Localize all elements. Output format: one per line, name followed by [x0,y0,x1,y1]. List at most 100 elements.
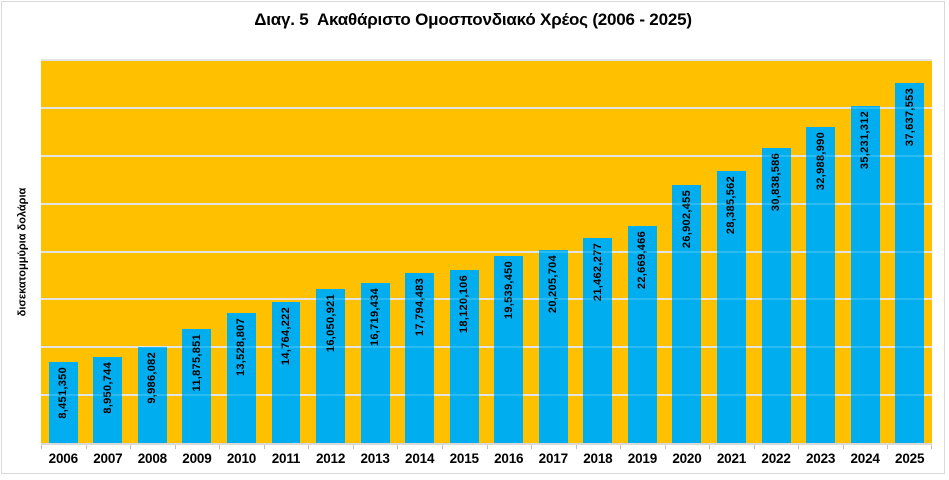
gridline [41,394,932,397]
bar-slot-2024: 35,231,312 [843,60,888,443]
bar-slot-2015: 18,120,106 [442,60,487,443]
bar-value-label: 14,764,222 [280,306,292,365]
x-axis-labels: 2006 2007 2008 2009 2010 2011 2012 2013 2014 2015… [41,451,932,466]
bar-2012: 16,050,921 [316,289,346,443]
x-axis-tick [620,445,622,449]
x-axis-tick [664,445,666,449]
x-axis-tick [575,445,577,449]
gridline [41,59,932,61]
bar-value-label: 8,950,744 [101,362,114,414]
y-axis-title-text: δισεκατομμύρια δολάρια [16,187,29,316]
bar-value-label: 18,120,106 [458,274,471,333]
x-axis-tick [41,445,42,449]
bar-slot-2022: 30,838,586 [754,60,799,443]
gridline [41,202,932,205]
x-axis-tick [130,445,132,449]
bar-value-label: 28,385,562 [725,176,738,235]
bar-slot-2018: 21,462,277 [576,60,621,443]
x-axis-ticks [41,445,932,450]
bar-slot-2013: 16,719,434 [353,60,398,443]
bar-slot-2011: 14,764,222 [264,60,309,443]
bar-slot-2016: 19,539,450 [486,60,531,443]
bar-slot-2020: 26,902,455 [665,60,710,443]
bars-layer: 8,451,350 8,950,744 9,986,082 11,875,851 13,… [41,60,932,443]
x-axis-tick [397,445,399,449]
x-axis-tick [531,445,533,449]
bar-2014: 17,794,483 [405,272,435,443]
bar-2021: 28,385,562 [717,171,746,443]
x-axis-label-2025: 2025 [895,451,925,466]
bar-value-label: 21,462,277 [591,242,604,301]
bar-value-label: 9,986,082 [146,352,159,405]
bar-2010: 13,528,807 [226,313,256,443]
x-axis-label-2007: 2007 [93,451,123,466]
y-axis-title: δισεκατομμύρια δολάρια [5,60,39,443]
bar-value-label: 32,988,990 [814,132,827,191]
bar-slot-2019: 22,669,466 [620,60,665,443]
bar-2020: 26,902,455 [672,185,702,443]
chart-title: Διαγ. 5 Ακαθάριστο Ομοσπονδιακό Χρέος (2… [254,10,692,29]
x-axis-label-2016: 2016 [494,451,524,466]
x-axis-tick [753,445,755,449]
x-axis-tick [352,445,354,449]
x-axis-tick [842,445,844,449]
bar-2025: 37,637,553 [895,82,925,443]
bar-value-label: 26,902,455 [680,190,693,249]
x-axis-label-2022: 2022 [761,451,791,466]
x-axis-tick [85,445,87,449]
x-axis-tick [798,445,800,449]
x-axis-label-2010: 2010 [226,451,257,466]
gridline [41,346,932,349]
x-axis-tick [219,445,221,449]
bar-slot-2025: 37,637,553 [887,60,932,443]
bar-2013: 16,719,434 [360,282,390,443]
bar-2016: 19,539,450 [494,255,524,443]
bar-slot-2012: 16,050,921 [308,60,353,443]
bar-2023: 32,988,990 [806,127,836,443]
x-axis-label-2018: 2018 [583,451,613,466]
x-axis-tick [931,445,932,449]
bar-2024: 35,231,312 [850,105,880,443]
gridline [41,250,932,253]
bar-value-label: 16,050,921 [324,294,337,353]
x-axis-label-2021: 2021 [716,451,747,466]
x-axis-tick [263,445,265,449]
x-axis-label-2019: 2019 [627,451,657,466]
x-axis-label-2012: 2012 [315,451,346,466]
gridline [41,154,932,157]
x-axis-label-2008: 2008 [137,451,167,466]
bar-slot-2014: 17,794,483 [397,60,442,443]
bar-slot-2021: 28,385,562 [709,60,754,443]
bar-2006: 8,451,350 [48,362,78,443]
x-axis-label-2024: 2024 [850,451,880,466]
x-axis-tick [709,445,711,449]
bar-2017: 20,205,704 [538,249,568,443]
x-axis-label-2015: 2015 [449,451,479,466]
bar-2009: 11,875,851 [182,329,212,443]
x-axis-label-2009: 2009 [182,451,212,466]
bar-2018: 21,462,277 [583,237,613,443]
x-axis-label-2020: 2020 [672,451,702,466]
bar-slot-2009: 11,875,851 [175,60,220,443]
bar-slot-2017: 20,205,704 [531,60,576,443]
bar-value-label: 13,528,807 [235,318,248,377]
bar-value-label: 37,637,553 [903,87,916,146]
bar-value-label: 8,451,350 [57,367,70,419]
bar-value-label: 11,875,851 [190,334,203,392]
bar-slot-2006: 8,451,350 [41,60,86,443]
bar-2007: 8,950,744 [93,357,123,443]
bar-slot-2010: 13,528,807 [219,60,264,443]
bar-slot-2023: 32,988,990 [798,60,843,443]
bar-2011: 14,764,222 [271,301,301,443]
bar-value-label: 17,794,483 [413,277,426,336]
x-axis-label-2023: 2023 [805,451,836,466]
x-axis-tick [174,445,176,449]
bar-value-label: 22,669,466 [636,230,649,290]
x-axis-label-2014: 2014 [405,451,435,466]
gridline [41,106,932,109]
bar-slot-2007: 8,950,744 [86,60,131,443]
x-axis-label-2006: 2006 [48,451,78,466]
bar-slot-2008: 9,986,082 [130,60,175,443]
x-axis-tick [308,445,310,449]
x-axis-label-2013: 2013 [360,451,390,466]
